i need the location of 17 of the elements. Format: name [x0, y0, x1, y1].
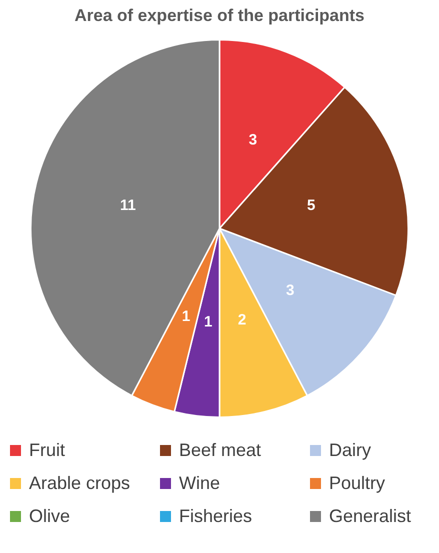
chart-title: Area of expertise of the participants	[73, 6, 366, 26]
legend-label: Fruit	[29, 440, 65, 461]
legend-label: Olive	[29, 506, 70, 527]
legend-label: Poultry	[329, 473, 386, 494]
data-label: 3	[286, 282, 294, 300]
legend-label: Generalist	[329, 506, 412, 527]
data-label: 5	[306, 197, 316, 214]
legend-label: Fisheries	[179, 506, 252, 527]
data-label: 1	[204, 313, 212, 330]
data-label: 11	[120, 197, 136, 214]
legend-label: Arable crops	[29, 473, 130, 494]
data-label: 1	[182, 308, 190, 325]
data-label: 2	[238, 311, 246, 328]
data-label: 3	[248, 131, 258, 148]
legend-label: Dairy	[329, 440, 372, 461]
legend-label: Wine	[179, 473, 220, 494]
legend-label: Beef meat	[179, 440, 262, 461]
